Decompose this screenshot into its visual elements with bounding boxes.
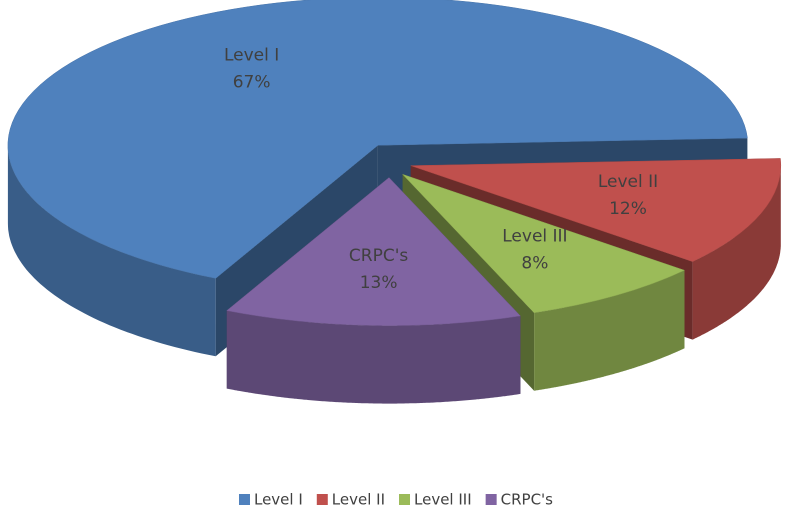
legend-swatch xyxy=(238,494,250,505)
slice-label: Level II xyxy=(598,172,658,192)
slice-wall xyxy=(692,165,781,340)
slice xyxy=(402,174,686,314)
slice xyxy=(410,158,782,262)
legend: Level I Level II Level III CRPC's xyxy=(238,491,554,509)
slice-wall xyxy=(226,310,521,404)
legend-label: CRPC's xyxy=(501,491,554,509)
slice xyxy=(226,177,521,326)
slice-value: 12% xyxy=(609,199,647,219)
legend-swatch xyxy=(485,494,497,505)
legend-label: Level III xyxy=(414,491,472,509)
slice-wall xyxy=(534,270,685,391)
slice-value: 13% xyxy=(360,273,398,293)
slice-label: CRPC's xyxy=(349,246,408,266)
legend-label: Level I xyxy=(254,491,303,509)
pie-tops xyxy=(7,0,782,326)
slice-value: 67% xyxy=(233,73,271,93)
legend-swatch xyxy=(399,494,411,505)
slice xyxy=(7,0,748,279)
data-labels: Level I 67% Level II 12% Level III 8% CRPC's 13… xyxy=(224,46,658,294)
legend-label: Level II xyxy=(332,491,385,509)
slice-wall xyxy=(7,145,216,357)
slice-label: Level I xyxy=(224,46,279,66)
slice-value: 8% xyxy=(521,253,548,273)
slice-label: Level III xyxy=(502,226,567,246)
legend-swatch xyxy=(316,494,328,505)
